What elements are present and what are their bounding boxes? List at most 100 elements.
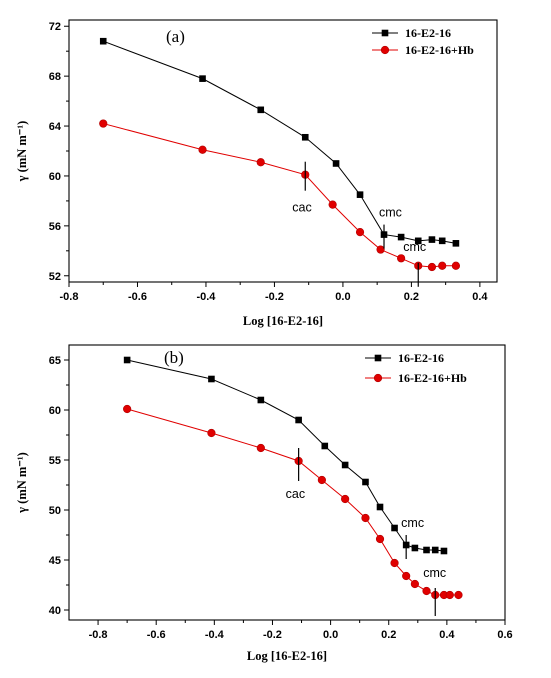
series-line-1 (126, 408, 459, 596)
annotation-label: cmc (403, 240, 426, 254)
legend-label: 16-E2-16 (405, 26, 451, 40)
data-point-circle (397, 254, 406, 263)
data-point-square (428, 236, 436, 243)
data-point-circle (376, 245, 385, 254)
data-point-square (356, 191, 364, 198)
y-tick-label: 55 (49, 455, 61, 467)
data-point-square (257, 106, 265, 114)
y-tick-label: 65 (49, 355, 61, 367)
data-point-square (208, 375, 215, 383)
plot-frame (68, 344, 506, 621)
data-point-circle (445, 590, 454, 600)
data-point-square (452, 240, 460, 247)
data-point-square (411, 544, 419, 552)
data-point-circle (390, 558, 399, 568)
data-point-circle (451, 261, 461, 270)
x-tick-label: 0.6 (497, 629, 512, 641)
annotation-label: cac (286, 487, 305, 501)
series-line-0 (103, 40, 457, 244)
data-point-circle (341, 494, 350, 504)
data-point-circle (422, 586, 431, 596)
x-tick-label: 0.2 (381, 629, 396, 641)
x-tick-label: -0.8 (89, 629, 108, 641)
x-tick-label: -0.6 (128, 291, 147, 303)
data-point-square (362, 478, 369, 486)
legend-label: 16-E2-16+Hb (405, 43, 474, 57)
data-point-square (99, 37, 107, 45)
y-tick-label: 45 (49, 555, 61, 567)
legend-marker-square (381, 29, 389, 37)
legend-label: 16-E2-16 (398, 351, 444, 365)
data-point-circle (355, 227, 365, 237)
legend-marker-circle (373, 373, 383, 383)
x-axis-label: Log [16-E2-16] (247, 649, 327, 663)
data-point-square (123, 356, 131, 364)
series-line-0 (127, 359, 445, 552)
data-point-circle (256, 443, 265, 453)
data-point-circle (410, 579, 419, 589)
x-tick-label: 0.0 (335, 291, 350, 303)
data-point-square (199, 75, 206, 82)
data-point-circle (207, 428, 216, 438)
x-tick-label: -0.2 (265, 291, 284, 303)
data-point-circle (438, 261, 447, 270)
y-tick-label: 72 (49, 21, 61, 33)
legend-label: 16-E2-16+Hb (398, 371, 467, 385)
x-tick-label: 0.0 (323, 629, 338, 641)
data-point-circle (427, 262, 437, 272)
y-tick-label: 60 (49, 405, 61, 417)
data-point-square (376, 503, 384, 511)
y-tick-label: 50 (49, 505, 61, 517)
annotation-label: cmc (379, 206, 402, 220)
data-point-circle (402, 571, 411, 581)
data-point-square (332, 160, 340, 167)
y-axis-label: γ (mN m⁻¹) (15, 121, 29, 183)
x-tick-label: -0.4 (205, 629, 225, 641)
data-point-square (423, 546, 430, 554)
legend-marker-square (374, 354, 382, 362)
y-tick-label: 64 (49, 121, 62, 133)
chart-panel-1: -0.8 -0.6 -0.4 -0.2 0.0 0.2 0.4 0.6 40 45 50 55 60 65… (15, 344, 513, 663)
y-tick-label: 56 (49, 221, 61, 233)
data-point-square (301, 133, 309, 141)
annotation-label: cmc (401, 516, 424, 530)
data-point-square (440, 547, 448, 555)
data-point-circle (256, 158, 265, 167)
data-point-square (321, 442, 329, 450)
data-point-circle (99, 119, 108, 128)
annotation-label: cac (292, 201, 311, 215)
x-tick-label: -0.2 (263, 629, 282, 641)
data-point-circle (198, 145, 207, 154)
x-tick-label: 0.4 (439, 629, 455, 641)
x-tick-label: 0.2 (404, 291, 419, 303)
y-tick-label: 52 (49, 271, 61, 283)
chart-panel-0: -0.8 -0.6 -0.4 -0.2 0.0 0.2 0.4 52 56 60 64 68 72 Log… (15, 19, 498, 328)
data-point-circle (317, 475, 326, 485)
data-point-square (414, 237, 422, 245)
x-tick-label: 0.4 (472, 291, 488, 303)
data-point-circle (328, 200, 337, 209)
data-point-circle (123, 404, 132, 414)
annotation-label: cmc (423, 566, 446, 580)
panel-label: (a) (166, 27, 185, 46)
data-point-circle (375, 534, 385, 544)
x-tick-label: -0.8 (60, 291, 79, 303)
y-tick-label: 60 (49, 171, 61, 183)
y-tick-label: 40 (49, 605, 61, 617)
y-tick-label: 68 (49, 71, 61, 83)
data-point-square (438, 237, 446, 245)
x-axis-label: Log [16-E2-16] (243, 314, 323, 328)
data-point-square (341, 461, 349, 469)
x-tick-label: -0.6 (147, 629, 166, 641)
data-point-circle (361, 513, 370, 523)
data-point-square (397, 233, 405, 241)
data-point-circle (454, 590, 463, 600)
data-point-square (431, 546, 439, 554)
legend-marker-circle (380, 45, 390, 55)
data-point-square (391, 524, 398, 532)
panel-label: (b) (164, 348, 184, 367)
y-axis-label: γ (mN m⁻¹) (15, 452, 29, 514)
data-point-square (257, 396, 265, 404)
data-point-square (295, 416, 302, 424)
